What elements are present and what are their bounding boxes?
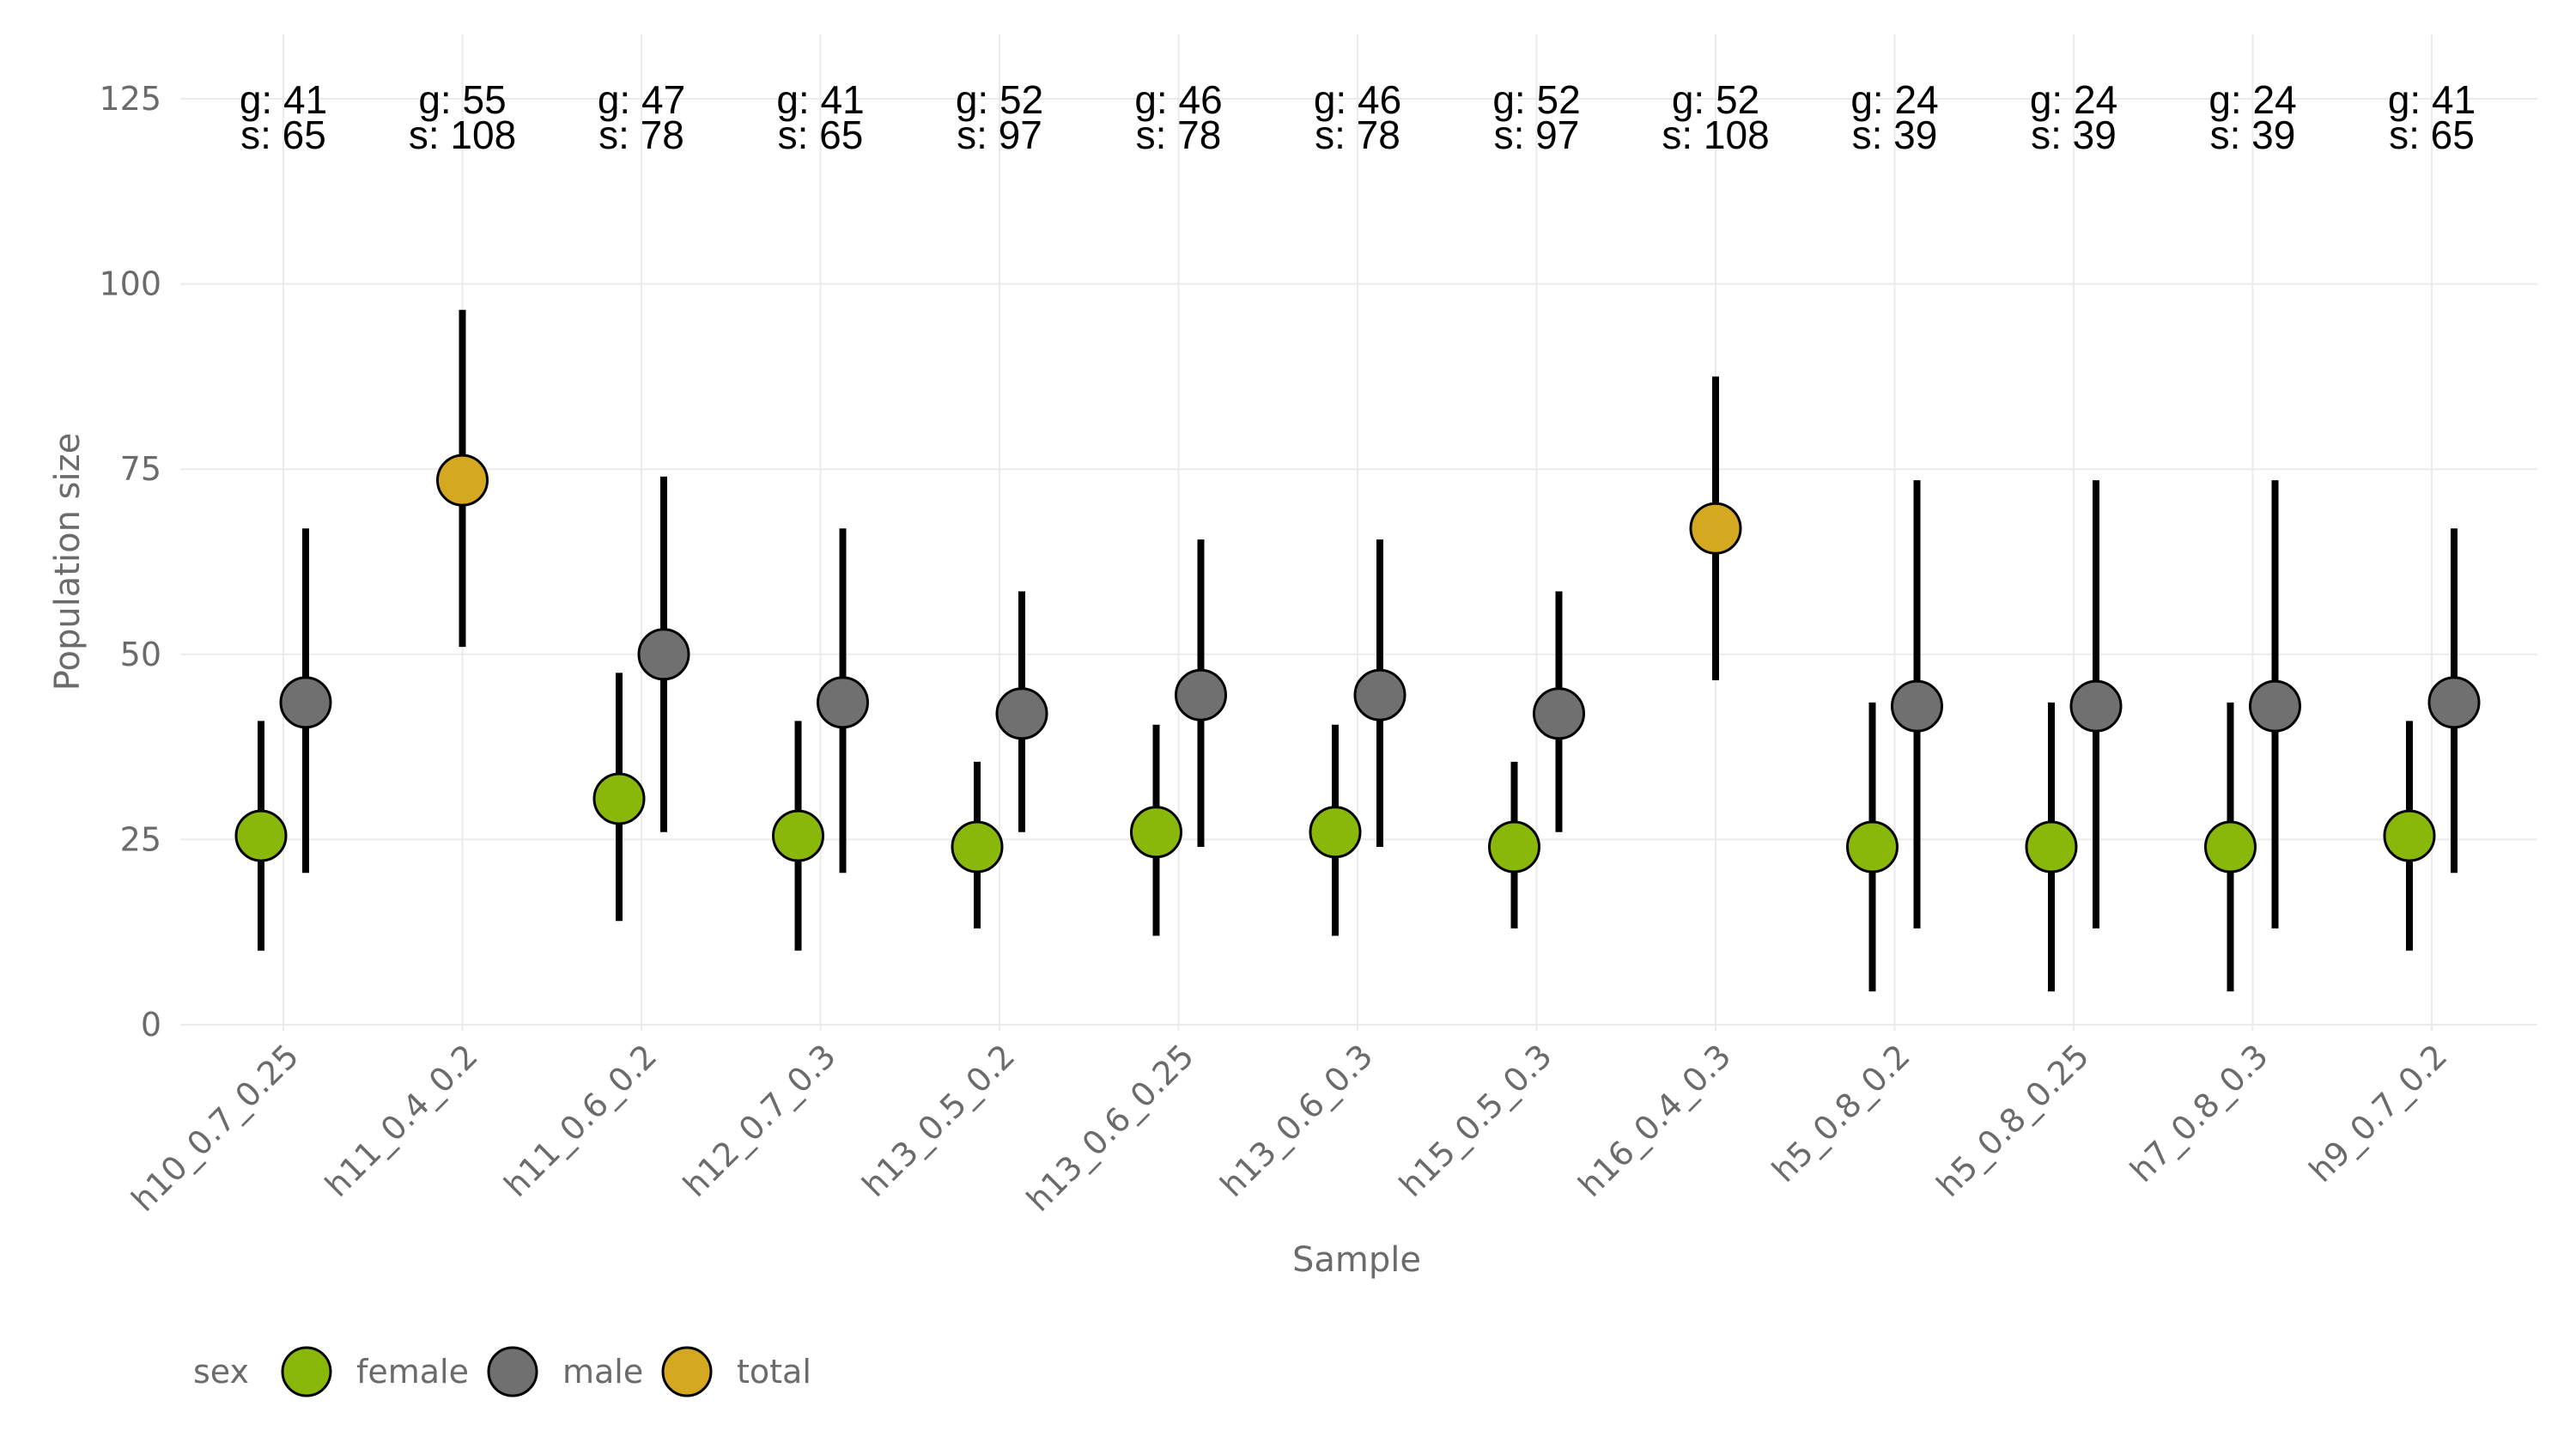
x-axis-ticks: h10_0.7_0.25 h11_0.4_0.2 h11_0.6_0.2 h12_0.… — [125, 1037, 2455, 1219]
annotation-g: g: 41 — [240, 77, 327, 122]
legend-label-female: female — [356, 1353, 469, 1391]
y-tick-label: 0 — [141, 1006, 161, 1044]
annotation-g: g: 41 — [2388, 77, 2476, 122]
x-tick-label: h9_0.7_0.2 — [2302, 1037, 2455, 1190]
points — [234, 454, 2481, 874]
female-point — [951, 820, 1004, 874]
female-point — [2383, 809, 2436, 862]
y-axis-title: Population size — [48, 433, 88, 691]
annotation-g: g: 46 — [1134, 77, 1222, 122]
annotation-s: s: 97 — [1494, 113, 1580, 157]
annotation-s: s: 65 — [240, 113, 326, 157]
male-point — [2249, 679, 2301, 733]
annotation-s: s: 78 — [1136, 113, 1222, 157]
x-tick-label: h5_0.8_0.2 — [1765, 1037, 1917, 1190]
male-point — [1533, 687, 1585, 740]
annotation-g: g: 55 — [418, 77, 506, 122]
female-point — [1488, 820, 1540, 874]
female-point — [772, 809, 824, 862]
x-tick-label: h10_0.7_0.25 — [125, 1037, 307, 1219]
x-tick-label: h13_0.5_0.2 — [855, 1037, 1023, 1204]
x-tick-label: h13_0.6_0.3 — [1213, 1037, 1381, 1204]
total-point — [1689, 502, 1742, 555]
annotation-s: s: 97 — [957, 113, 1042, 157]
annotation-g: g: 24 — [2208, 77, 2296, 122]
legend-entries: female male total — [281, 1346, 811, 1397]
x-tick-label: h7_0.8_0.3 — [2123, 1037, 2275, 1190]
x-tick-label: h11_0.4_0.2 — [318, 1037, 485, 1204]
legend-key-male — [487, 1346, 538, 1397]
x-tick-label: h13_0.6_0.25 — [1019, 1037, 1201, 1219]
female-point — [1846, 820, 1899, 874]
annotation-s: s: 108 — [1662, 113, 1769, 157]
annotation-s: s: 65 — [2389, 113, 2475, 157]
annotation-g: g: 24 — [1850, 77, 1938, 122]
male-point — [2069, 679, 2123, 733]
legend-label-male: male — [562, 1353, 643, 1391]
y-tick-label: 25 — [120, 820, 161, 858]
annotation-g: g: 52 — [1672, 77, 1759, 122]
legend-label-total: total — [737, 1353, 811, 1391]
annotation-g: g: 47 — [598, 77, 685, 122]
male-point — [1353, 668, 1406, 721]
female-point — [1309, 806, 1362, 859]
x-axis-title: Sample — [1292, 1240, 1421, 1280]
female-point — [1130, 806, 1182, 859]
male-point — [817, 676, 869, 729]
legend-key-female — [281, 1346, 332, 1397]
x-tick-label: h5_0.8_0.25 — [1929, 1037, 2097, 1204]
male-point — [1175, 668, 1227, 721]
male-point — [995, 687, 1048, 740]
y-tick-label: 100 — [99, 265, 161, 303]
annotation-s: s: 108 — [409, 113, 516, 157]
x-tick-label: h16_0.4_0.3 — [1571, 1037, 1739, 1204]
y-tick-label: 75 — [120, 450, 161, 488]
annotation-g: g: 52 — [956, 77, 1043, 122]
x-tick-label: h11_0.6_0.2 — [497, 1037, 665, 1204]
annotation-s: s: 39 — [2210, 113, 2296, 157]
x-tick-label: h15_0.5_0.3 — [1392, 1037, 1559, 1204]
y-axis-ticks: 0 25 50 75 100 125 — [99, 80, 161, 1044]
male-point — [637, 628, 690, 681]
y-tick-label: 125 — [99, 80, 161, 118]
total-point — [436, 454, 489, 507]
annotation-s: s: 39 — [2031, 113, 2117, 157]
male-point — [279, 676, 332, 729]
grid-layer — [180, 34, 2537, 1031]
annotation-s: s: 78 — [1315, 113, 1400, 157]
legend: sex female male total — [193, 1346, 811, 1397]
annotation-g: g: 24 — [2030, 77, 2117, 122]
male-point — [1891, 679, 1943, 733]
annotation-s: s: 78 — [598, 113, 684, 157]
annotation-g: g: 52 — [1492, 77, 1580, 122]
female-point — [2204, 820, 2257, 874]
female-point — [2025, 820, 2078, 874]
y-tick-label: 50 — [120, 636, 161, 673]
x-tick-label: h12_0.7_0.3 — [676, 1037, 843, 1204]
annotation-g: g: 46 — [1314, 77, 1401, 122]
legend-key-total — [661, 1346, 713, 1397]
female-point — [234, 809, 288, 862]
male-point — [2427, 676, 2481, 729]
legend-title: sex — [193, 1353, 249, 1391]
annotation-s: s: 65 — [778, 113, 864, 157]
annotation-s: s: 39 — [1852, 113, 1938, 157]
annotation-g: g: 41 — [776, 77, 864, 122]
female-point — [592, 772, 646, 825]
